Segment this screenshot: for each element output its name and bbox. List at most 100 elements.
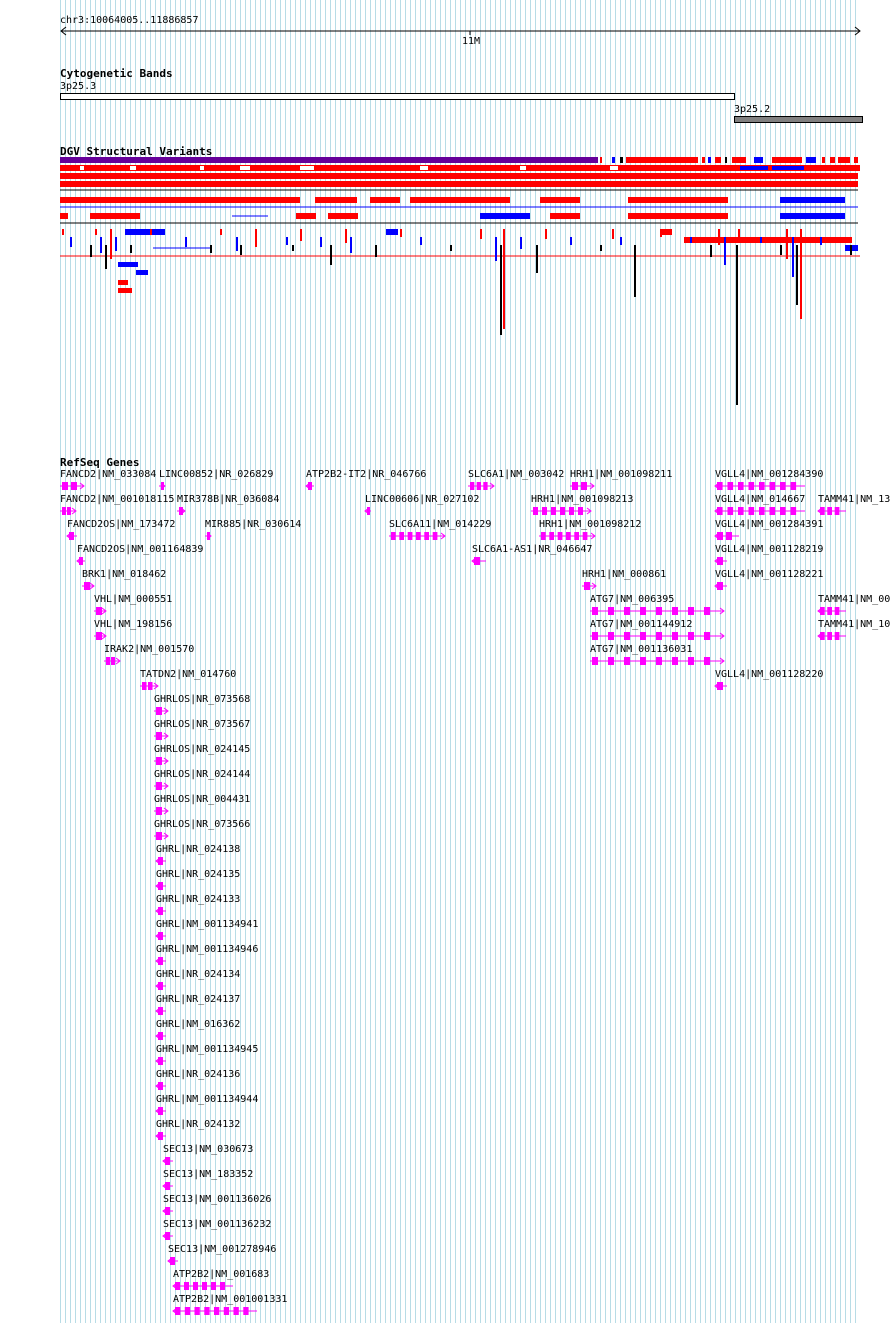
strand-arrow (586, 507, 592, 515)
gene-exon (640, 632, 646, 640)
dgv-gap (610, 166, 618, 170)
gene-label: SEC13|NM_001136232 (163, 1219, 272, 1230)
strand-arrow (817, 607, 823, 615)
strand-arrow (163, 782, 169, 790)
dgv-variant (60, 165, 860, 171)
dgv-variant (60, 157, 598, 163)
strand-arrow (155, 957, 161, 965)
gene-glyph (155, 1057, 166, 1065)
gene-glyph (714, 582, 727, 590)
gene-label: TAMM41|NM_00 (818, 594, 890, 605)
dgv-variant (115, 237, 117, 251)
gene-label: TATDN2|NM_014760 (140, 669, 237, 680)
gene-exon (672, 632, 678, 640)
strand-arrow (714, 482, 720, 490)
gene-exon (748, 507, 755, 515)
dgv-variant (410, 197, 510, 203)
gene-exon (214, 1307, 220, 1315)
gene-glyph (94, 607, 107, 615)
gene-glyph (590, 657, 725, 665)
dgv-track-title[interactable]: DGV Structural Variants (60, 145, 213, 158)
strand-arrow (719, 632, 725, 640)
gene-label: FANCD2OS|NM_173472 (67, 519, 176, 530)
gene-glyph (177, 507, 186, 515)
gene-exon (790, 507, 797, 515)
strand-arrow (206, 532, 212, 540)
gene-exon (202, 1282, 207, 1290)
gene-glyph (155, 1007, 166, 1015)
gene-glyph (468, 482, 495, 490)
strand-arrow (153, 682, 159, 690)
gene-label: GHRL|NR_024138 (156, 844, 241, 855)
dgv-variant (292, 245, 294, 251)
gene-exon (71, 482, 77, 490)
gene-glyph (172, 1282, 233, 1290)
dgv-variant (210, 245, 212, 253)
gene-label: VGLL4|NM_001128220 (715, 669, 824, 680)
gene-exon (688, 632, 694, 640)
gene-label: GHRL|NR_024133 (156, 894, 241, 905)
gene-exon (584, 582, 590, 590)
gene-glyph (162, 1182, 173, 1190)
gene-exon (717, 582, 723, 590)
dgv-variant (806, 157, 816, 163)
gene-label: GHRL|NM_001134946 (156, 944, 259, 955)
dgv-variant (480, 229, 482, 239)
dgv-variant (350, 237, 352, 253)
gene-label: SLC6A1|NM_003042 (468, 469, 565, 480)
dgv-variant (662, 229, 672, 235)
strand-arrow (79, 482, 85, 490)
strand-arrow (162, 1157, 168, 1165)
gene-label: VGLL4|NM_001284391 (715, 519, 824, 530)
gene-label: VHL|NM_198156 (94, 619, 173, 630)
gene-glyph (162, 1232, 173, 1240)
dgv-variant (545, 229, 547, 239)
refseq-track-title[interactable]: RefSeq Genes (60, 456, 140, 469)
dgv-variant (62, 229, 64, 235)
gene-label: TAMM41|NM_13 (818, 494, 890, 505)
gene-exon (624, 607, 630, 615)
gene-exon (549, 532, 554, 540)
cytoband-track[interactable] (0, 0, 890, 130)
dgv-variant (660, 229, 662, 237)
strand-arrow (163, 757, 169, 765)
gene-exon (608, 607, 614, 615)
dgv-variant (725, 157, 727, 163)
dgv-variant (150, 229, 152, 235)
dgv-variant (286, 237, 288, 245)
dgv-variant (480, 213, 530, 219)
gene-exon (156, 732, 162, 740)
gene-exon (165, 1232, 170, 1240)
strand-arrow (155, 882, 161, 890)
strand-arrow (163, 732, 169, 740)
gene-exon (688, 657, 694, 665)
dgv-structural-variants-track[interactable] (0, 0, 890, 440)
ruler[interactable] (0, 0, 890, 50)
gene-exon (211, 1282, 216, 1290)
dgv-variant (628, 197, 728, 203)
strand-arrow (590, 532, 596, 540)
gene-label: GHRL|NM_001134941 (156, 919, 259, 930)
dgv-variant (550, 213, 580, 219)
gene-exon (96, 607, 102, 615)
gene-glyph (159, 482, 166, 490)
gene-exon (738, 482, 744, 490)
cytoband-track-title[interactable]: Cytogenetic Bands (60, 67, 173, 80)
dgv-variant (634, 245, 636, 297)
strand-arrow (589, 482, 595, 490)
gene-glyph (154, 782, 169, 790)
strand-arrow (591, 582, 597, 590)
gene-label: GHRLOS|NR_024144 (154, 769, 251, 780)
dgv-gap (200, 166, 204, 170)
gene-label: GHRL|NR_024134 (156, 969, 241, 980)
dgv-variant (240, 245, 242, 255)
gene-exon (780, 482, 786, 490)
gene-label: HRH1|NM_001098212 (539, 519, 642, 530)
gene-exon (592, 657, 598, 665)
gene-exon (780, 507, 786, 515)
gene-exon (184, 1307, 191, 1315)
gene-label: ATP2B2-IT2|NR_046766 (306, 469, 427, 480)
dgv-variant (420, 237, 422, 245)
gene-exon (656, 632, 662, 640)
